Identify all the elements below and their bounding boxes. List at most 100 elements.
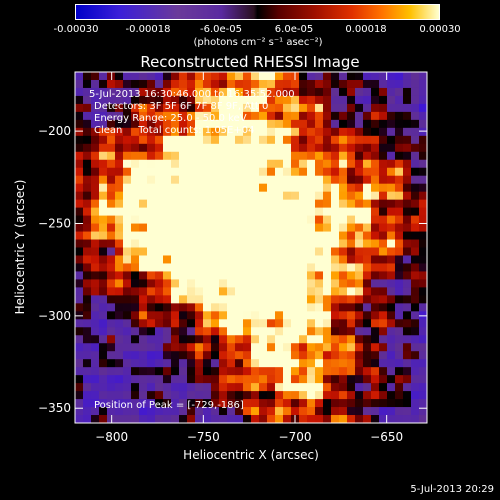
heatmap-cell (299, 191, 308, 201)
heatmap-cell (123, 367, 132, 376)
heatmap-cell (99, 159, 108, 169)
heatmap-cell (379, 255, 388, 264)
heatmap-cell (299, 335, 308, 344)
heatmap-cell (219, 199, 228, 209)
heatmap-cell (331, 375, 340, 384)
heatmap-cell (299, 247, 308, 256)
heatmap-cell (219, 135, 228, 145)
heatmap-cell (395, 327, 404, 336)
heatmap-cell (83, 191, 92, 201)
heatmap-cell (355, 295, 364, 304)
heatmap-cell (243, 407, 252, 416)
heatmap-cell (347, 103, 356, 113)
heatmap-cell (395, 95, 404, 105)
heatmap-cell (123, 263, 132, 272)
heatmap-cell (267, 119, 276, 129)
heatmap-cell (363, 143, 372, 153)
heatmap-cell (339, 391, 348, 400)
heatmap-cell (171, 72, 180, 81)
heatmap-cell (275, 239, 284, 248)
heatmap-cell (403, 407, 412, 416)
heatmap-cell (331, 255, 340, 264)
heatmap-cell (323, 399, 332, 408)
heatmap-cell (163, 135, 172, 145)
heatmap-cell (307, 327, 316, 336)
heatmap-cell (267, 159, 276, 169)
heatmap-cell (251, 239, 260, 248)
heatmap-cell (371, 399, 380, 408)
heatmap-cell (299, 295, 308, 304)
annotation-time: 5-Jul-2013 16:30:46.000 to 16:35:52.000 (89, 89, 295, 100)
heatmap-cell (379, 367, 388, 376)
heatmap-cell (307, 223, 316, 233)
heatmap-cell (315, 191, 324, 201)
heatmap-cell (403, 271, 412, 280)
heatmap-cell (251, 143, 260, 153)
heatmap-cell (411, 399, 420, 408)
heatmap-cell (363, 407, 372, 416)
heatmap-cell (91, 231, 100, 241)
heatmap-cell (411, 343, 420, 352)
heatmap-cell (243, 191, 252, 201)
heatmap-cell (339, 359, 348, 368)
heatmap-cell (379, 375, 388, 384)
heatmap-cell (147, 143, 156, 153)
heatmap-cell (411, 215, 420, 225)
heatmap-cell (291, 367, 300, 376)
heatmap-cell (235, 375, 244, 384)
heatmap-cell (371, 79, 380, 89)
heatmap-cell (251, 191, 260, 201)
heatmap-cell (267, 143, 276, 153)
heatmap-cell (403, 135, 412, 145)
heatmap-cell (235, 343, 244, 352)
heatmap-cell (267, 319, 276, 328)
heatmap-cell (227, 391, 236, 400)
heatmap-cell (355, 95, 364, 105)
heatmap-cell (363, 319, 372, 328)
heatmap-cell (379, 103, 388, 113)
heatmap-cell (155, 87, 164, 97)
heatmap-cell (83, 327, 92, 336)
heatmap-cell (379, 143, 388, 153)
heatmap-cell (211, 367, 220, 376)
heatmap-cell (419, 391, 428, 400)
heatmap-cell (91, 159, 100, 169)
heatmap-cell (123, 319, 132, 328)
heatmap-cell (331, 223, 340, 233)
heatmap-cell (299, 175, 308, 185)
heatmap-cell (307, 287, 316, 296)
heatmap-cell (299, 183, 308, 193)
heatmap-cell (347, 311, 356, 320)
heatmap-cell (291, 351, 300, 360)
heatmap-cell (203, 255, 212, 264)
heatmap-cell (107, 375, 116, 384)
heatmap-cell (323, 191, 332, 201)
heatmap-cell (91, 103, 100, 113)
heatmap-cell (331, 95, 340, 105)
heatmap-cell (283, 191, 292, 201)
heatmap-cell (179, 303, 188, 312)
heatmap-cell (315, 239, 324, 248)
heatmap-cell (411, 127, 420, 137)
heatmap-cell (387, 239, 396, 248)
heatmap-cell (299, 319, 308, 328)
heatmap-cell (171, 199, 180, 209)
heatmap-cell (363, 72, 372, 81)
heatmap-cell (347, 391, 356, 400)
heatmap-cell (387, 311, 396, 320)
heatmap-cell (363, 183, 372, 193)
heatmap-cell (363, 191, 372, 201)
heatmap-cell (107, 223, 116, 233)
y-tick-label: −300 (38, 309, 71, 323)
heatmap-cell (259, 335, 268, 344)
heatmap-cell (147, 119, 156, 129)
heatmap-cell (363, 103, 372, 113)
heatmap-cell (299, 399, 308, 408)
heatmap-cell (395, 183, 404, 193)
heatmap-cell (115, 367, 124, 376)
annotation-counts: Clean Total counts: 1.05E+04 (94, 125, 254, 136)
heatmap-cell (235, 367, 244, 376)
heatmap-cell (147, 103, 156, 113)
heatmap-cell (211, 119, 220, 129)
heatmap-cell (379, 247, 388, 256)
